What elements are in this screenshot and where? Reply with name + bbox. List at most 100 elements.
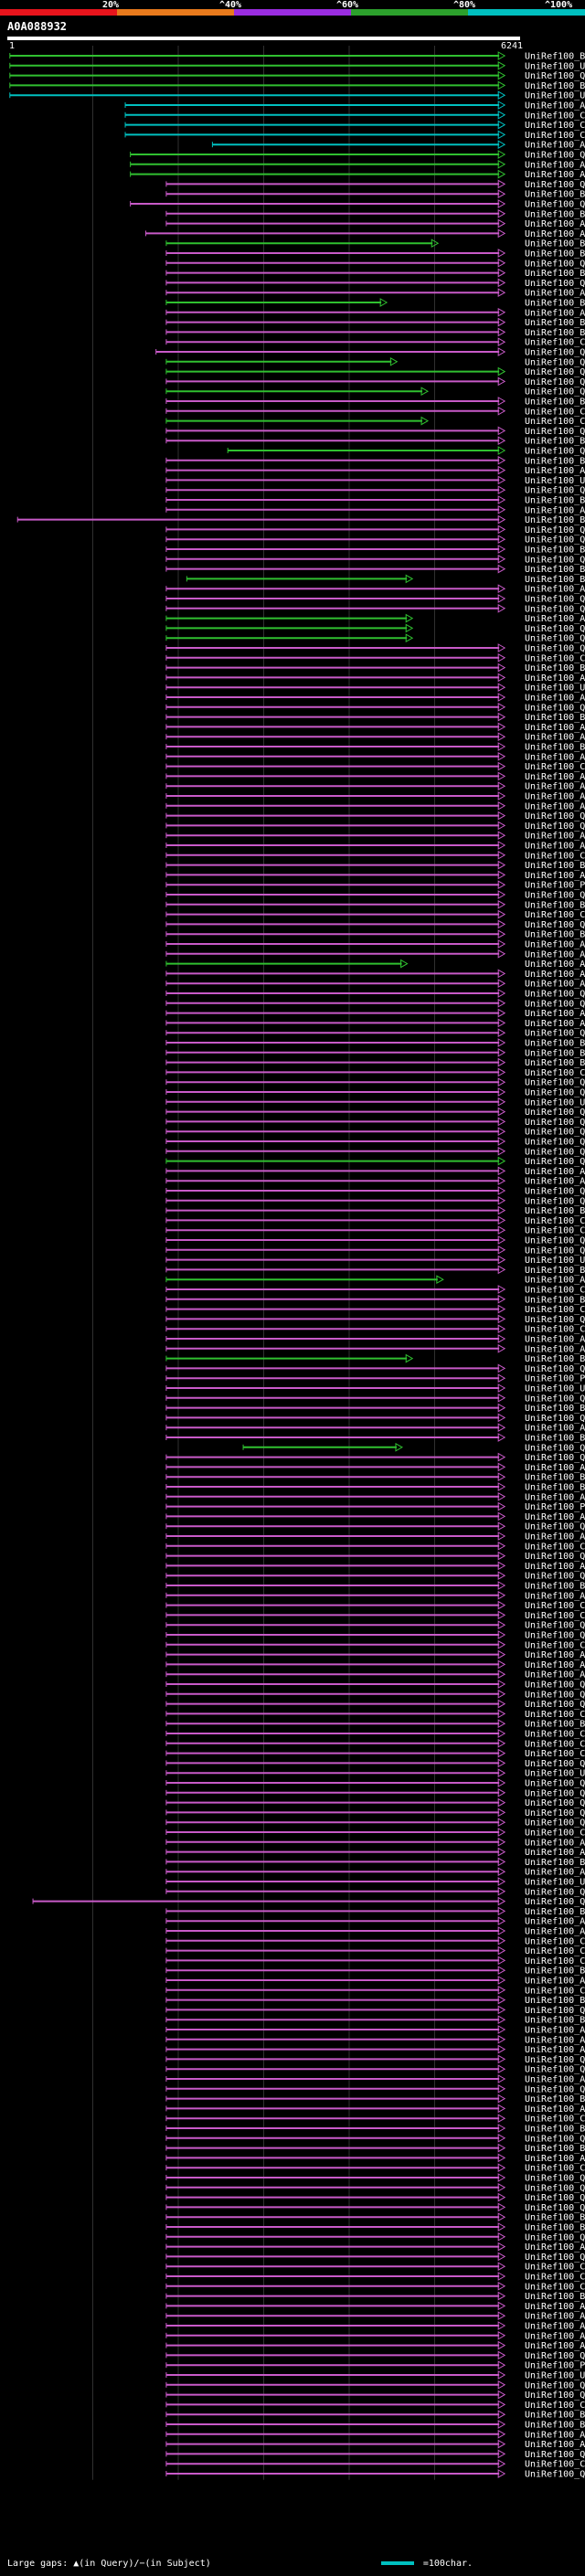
hit-label[interactable]: UniRef100_Q21E25 xyxy=(525,2065,585,2075)
hit-label[interactable]: UniRef100_Q47AO1 xyxy=(525,1108,585,1118)
hit-label[interactable]: UniRef100_B5YVZ8 xyxy=(525,2292,585,2302)
hit-label[interactable]: UniRef100_Q4J3E9 xyxy=(525,1394,585,1404)
hit-label[interactable]: UniRef100_Q4A674 xyxy=(525,2380,585,2390)
hit-label[interactable]: UniRef100_Q06709 xyxy=(525,1572,585,1582)
hit-label[interactable]: UniRef100_Q3JX07 xyxy=(525,1443,585,1453)
hit-label[interactable]: UniRef100_A9RTQ2 xyxy=(525,871,585,881)
hit-label[interactable]: UniRef100_B4U8X9 xyxy=(525,2094,585,2104)
hit-label[interactable]: UniRef100_Q67T91 xyxy=(525,1246,585,1256)
hit-label[interactable]: UniRef100_UPI000... xyxy=(525,2371,585,2381)
hit-label[interactable]: UniRef100_B5YD53 xyxy=(525,1483,585,1493)
hit-label[interactable]: UniRef100_Q9CNV8 xyxy=(525,2351,585,2361)
hit-label[interactable]: UniRef100_B9RS19 xyxy=(525,1206,585,1216)
hit-label[interactable]: UniRef100_P44333 xyxy=(525,2361,585,2371)
hit-label[interactable]: UniRef100_C7RMU5 xyxy=(525,407,585,417)
hit-label[interactable]: UniRef100_C9K0B3 xyxy=(525,1936,585,1946)
hit-label[interactable]: UniRef100_C8MDD9 xyxy=(525,1946,585,1956)
hit-label[interactable]: UniRef100_A0K1Z5 xyxy=(525,308,585,318)
hit-label[interactable]: UniRef100_Q4WVP8 xyxy=(525,1315,585,1325)
hit-label[interactable]: UniRef100_UPI000... xyxy=(525,684,585,694)
hit-label[interactable]: UniRef100_Q2QG27 xyxy=(525,427,585,437)
hit-label[interactable]: UniRef100_B9HUL7 xyxy=(525,239,585,249)
hit-label[interactable]: UniRef100_B7RT07 xyxy=(525,900,585,910)
hit-label[interactable]: UniRef100_Q2N528 xyxy=(525,1690,585,1700)
hit-label[interactable]: UniRef100_A7PXU4 xyxy=(525,842,585,852)
hit-label[interactable]: UniRef100_Q05T06 xyxy=(525,1414,585,1424)
hit-label[interactable]: UniRef100_B7CLY3 xyxy=(525,1858,585,1868)
hit-label[interactable]: UniRef100_A7BXH7 xyxy=(525,673,585,684)
hit-label[interactable]: UniRef100_A9TNR4 xyxy=(525,1492,585,1502)
hit-label[interactable]: UniRef100_Q0K3R6 xyxy=(525,1700,585,1710)
hit-label[interactable]: UniRef100_Q087H5 xyxy=(525,2183,585,2193)
hit-label[interactable]: UniRef100_B4WHL3 xyxy=(525,546,585,556)
hit-label[interactable]: UniRef100_C4PF27 xyxy=(525,121,585,131)
hit-label[interactable]: UniRef100_A1RJ48 xyxy=(525,980,585,990)
hit-label[interactable]: UniRef100_C6CHN3 xyxy=(525,2401,585,2411)
hit-label[interactable]: UniRef100_C4FJ17 xyxy=(525,1068,585,1078)
hit-label[interactable]: UniRef100_B5RZL5 xyxy=(525,1582,585,1592)
hit-label[interactable]: UniRef100_C7PRT5 xyxy=(525,1710,585,1720)
hit-label[interactable]: UniRef100_B9ICN0 xyxy=(525,515,585,525)
hit-label[interactable]: UniRef100_Q89984 xyxy=(525,1118,585,1128)
hit-label[interactable]: UniRef100_A5AC80 xyxy=(525,1977,585,1987)
hit-label[interactable]: UniRef100_B1GGB2 xyxy=(525,1966,585,1977)
hit-label[interactable]: UniRef100_C6IG08 xyxy=(525,1986,585,1996)
hit-label[interactable]: UniRef100_Q1IEJ6 xyxy=(525,2193,585,2203)
hit-label[interactable]: UniRef100_A0T3J5 xyxy=(525,170,585,180)
hit-label[interactable]: UniRef100_Q1IIX9 xyxy=(525,604,585,614)
hit-label[interactable]: UniRef100_UPI000... xyxy=(525,1256,585,1266)
hit-label[interactable]: UniRef100_A6C514 xyxy=(525,466,585,476)
hit-label[interactable]: UniRef100_B9MHK7 xyxy=(525,52,585,62)
hit-label[interactable]: UniRef100_C7YY99 xyxy=(525,851,585,861)
hit-label[interactable]: UniRef100_B4B909 xyxy=(525,249,585,260)
hit-label[interactable]: UniRef100_B2V9P1 xyxy=(525,2016,585,2026)
hit-label[interactable]: UniRef100_Q0BPV4 xyxy=(525,2390,585,2401)
hit-label[interactable]: UniRef100_B1L0R7 xyxy=(525,2223,585,2233)
hit-label[interactable]: UniRef100_A6QHB2 xyxy=(525,1463,585,1473)
hit-label[interactable]: UniRef100_B8GHG8 xyxy=(525,1907,585,1917)
hit-label[interactable]: UniRef100_B4RVG1 xyxy=(525,398,585,408)
hit-label[interactable]: UniRef100_Q6BVT1 xyxy=(525,2470,585,2480)
hit-label[interactable]: UniRef100_B1XYQ8 xyxy=(525,575,585,585)
hit-label[interactable]: UniRef100_Q0IAE1 xyxy=(525,634,585,644)
hit-label[interactable]: UniRef100_B0JR75 xyxy=(525,437,585,447)
hit-label[interactable]: UniRef100_A2DMR8 xyxy=(525,1848,585,1858)
hit-label[interactable]: UniRef100_A4NLX0 xyxy=(525,2312,585,2322)
hit-label[interactable]: UniRef100_Q3MEH9 xyxy=(525,387,585,398)
hit-label[interactable]: UniRef100_Q5JS17 xyxy=(525,891,585,901)
hit-label[interactable]: UniRef100_Q2LVH7 xyxy=(525,279,585,289)
hit-label[interactable]: UniRef100_Q1JP87 xyxy=(525,486,585,496)
hit-label[interactable]: UniRef100_Q9SEY9 xyxy=(525,151,585,161)
hit-label[interactable]: UniRef100_B2S0Q7 xyxy=(525,2213,585,2223)
hit-label[interactable]: UniRef100_Q5U788 xyxy=(525,1759,585,1769)
hit-label[interactable]: UniRef100_Q3WJS7 xyxy=(525,1887,585,1897)
hit-label[interactable]: UniRef100_Q3B5F0 xyxy=(525,1187,585,1197)
hit-label[interactable]: UniRef100_Q7UBF8 xyxy=(525,2055,585,2065)
hit-label[interactable]: UniRef100_Q8YTI0 xyxy=(525,357,585,367)
hit-label[interactable]: UniRef100_C1MR38 xyxy=(525,910,585,920)
hit-label[interactable]: UniRef100_A9PCS5 xyxy=(525,2154,585,2164)
hit-label[interactable]: UniRef100_B6VWT7 xyxy=(525,1354,585,1364)
hit-label[interactable]: UniRef100_B2J8S0 xyxy=(525,1434,585,1444)
hit-label[interactable]: UniRef100_A3DS81 xyxy=(525,1562,585,1572)
hit-label[interactable]: UniRef100_B1M7Z2 xyxy=(525,209,585,219)
hit-label[interactable]: UniRef100_A9NRB8 xyxy=(525,141,585,151)
hit-label[interactable]: UniRef100_Q9H994 xyxy=(525,1453,585,1463)
hit-label[interactable]: UniRef100_C6HP00 xyxy=(525,1829,585,1839)
hit-label[interactable]: UniRef100_Q4ZI38 xyxy=(525,1798,585,1808)
hit-label[interactable]: UniRef100_Q1IZ96 xyxy=(525,1147,585,1157)
hit-label[interactable]: UniRef100_A3EQJ5 xyxy=(525,959,585,970)
hit-label[interactable]: UniRef100_C1IXS3 xyxy=(525,1601,585,1611)
hit-label[interactable]: UniRef100_B2QDY9 xyxy=(525,1473,585,1483)
hit-label[interactable]: UniRef100_C5VS46 xyxy=(525,2263,585,2273)
hit-label[interactable]: UniRef100_A5V7V6 xyxy=(525,1838,585,1848)
hit-label[interactable]: UniRef100_Q2J067 xyxy=(525,1128,585,1138)
hit-label[interactable]: UniRef100_C4CN72 xyxy=(525,2273,585,2283)
hit-label[interactable]: UniRef100_Q8EEV3 xyxy=(525,822,585,832)
hit-label[interactable]: UniRef100_A6YN60 xyxy=(525,229,585,239)
hit-label[interactable]: UniRef100_C7PR99 xyxy=(525,762,585,772)
hit-label[interactable]: UniRef100_B3M749 xyxy=(525,2144,585,2154)
hit-label[interactable]: UniRef100_A9TQ06 xyxy=(525,801,585,811)
hit-label[interactable]: UniRef100_Q1BB15 xyxy=(525,2203,585,2213)
hit-label[interactable]: UniRef100_A1YC05 xyxy=(525,694,585,704)
